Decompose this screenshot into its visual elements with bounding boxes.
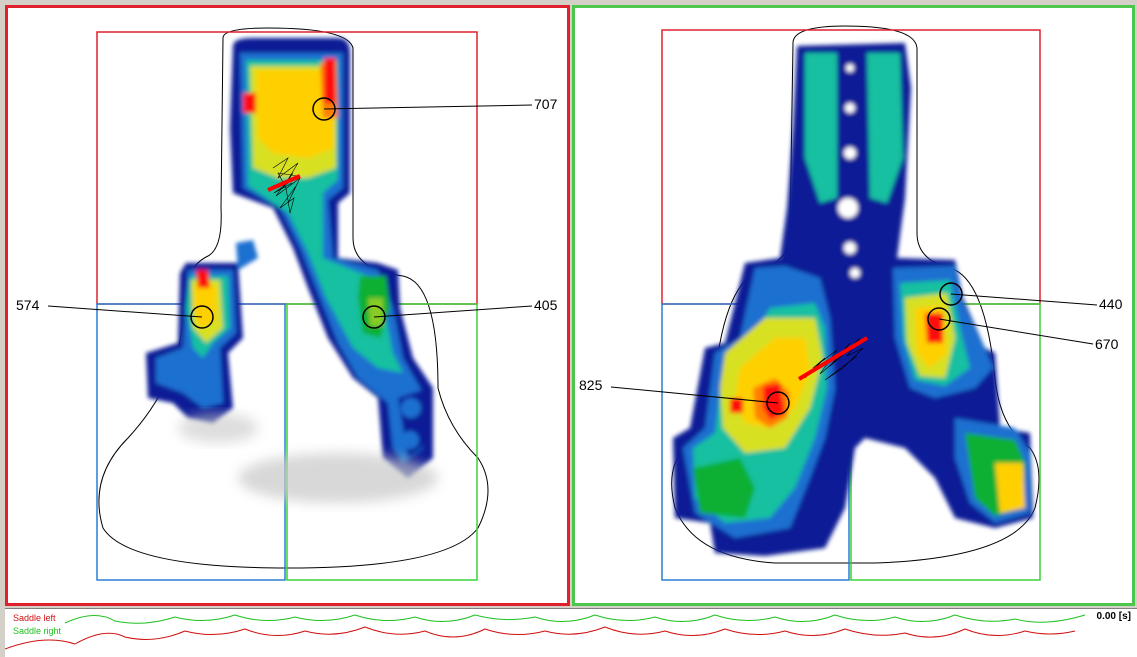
callout-left-value: 574 bbox=[16, 297, 40, 313]
heatmap bbox=[146, 38, 433, 478]
legend-saddle-left: Saddle left bbox=[13, 613, 56, 623]
marker-left bbox=[766, 391, 790, 415]
left-pressure-panel[interactable]: 707 574 405 bbox=[5, 5, 570, 606]
time-readout: 0.00 [s] bbox=[1096, 611, 1131, 622]
cop-line bbox=[797, 336, 869, 381]
callout-right-value: 405 bbox=[534, 297, 558, 313]
marker-upper-right bbox=[939, 282, 963, 306]
callout-left-value: 825 bbox=[579, 377, 603, 393]
legend-saddle-right: Saddle right bbox=[13, 626, 62, 636]
left-pressure-map bbox=[47, 27, 533, 581]
callout-upper-right-value: 440 bbox=[1099, 296, 1123, 312]
marker-right bbox=[927, 307, 951, 331]
right-pressure-map bbox=[610, 25, 1098, 581]
cop-trace bbox=[272, 157, 301, 214]
timeline-strip[interactable]: Saddle left Saddle right 0.00 [s] bbox=[5, 608, 1137, 657]
series-right-trace bbox=[64, 614, 1086, 624]
series-left-trace bbox=[5, 626, 1076, 650]
heatmap bbox=[673, 43, 1033, 556]
cop-line bbox=[267, 174, 301, 192]
right-pressure-panel[interactable]: 440 670 825 bbox=[572, 5, 1135, 606]
marker-left bbox=[190, 305, 214, 329]
marker-right bbox=[362, 305, 386, 329]
cop-trace bbox=[804, 337, 864, 381]
callout-right-value: 670 bbox=[1095, 336, 1119, 352]
callout-top-value: 707 bbox=[534, 96, 558, 112]
timeline-graph bbox=[5, 614, 1086, 650]
